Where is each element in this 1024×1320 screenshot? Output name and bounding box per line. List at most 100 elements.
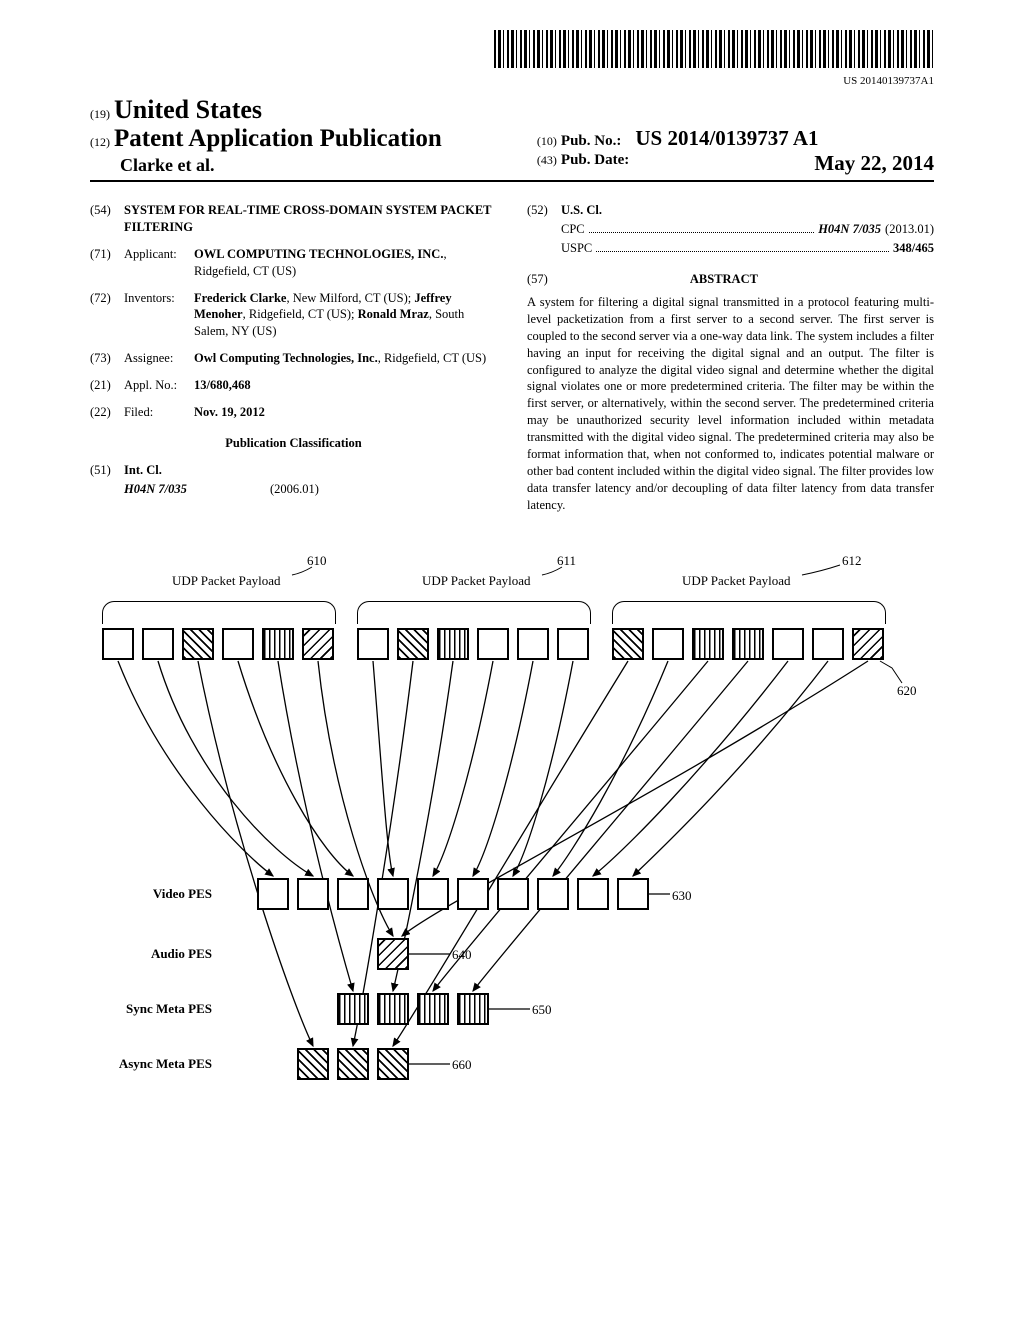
applicant-label: Applicant: xyxy=(124,246,194,280)
right-column: (52) U.S. Cl. CPC H04N 7/035 (2013.01) U… xyxy=(527,202,934,513)
inventor-3: Ronald Mraz xyxy=(358,307,429,321)
uspc-line: USPC 348/465 xyxy=(561,240,934,257)
code-10: (10) xyxy=(537,134,557,148)
field-num-54: (54) xyxy=(90,202,124,236)
assignee-value: Owl Computing Technologies, Inc., Ridgef… xyxy=(194,350,497,367)
field-num-72: (72) xyxy=(90,290,124,341)
sync-box xyxy=(377,993,409,1025)
udp-label-1: UDP Packet Payload xyxy=(172,573,281,589)
ref-640: 640 xyxy=(452,947,472,963)
uspc-code: 348/465 xyxy=(893,240,934,257)
inventors-label: Inventors: xyxy=(124,290,194,341)
field-num-22: (22) xyxy=(90,404,124,421)
intcl-code: H04N 7/035 xyxy=(124,482,187,496)
sync-pes-label: Sync Meta PES xyxy=(102,1001,212,1017)
top-box xyxy=(652,628,684,660)
async-box xyxy=(377,1048,409,1080)
top-box xyxy=(302,628,334,660)
top-box xyxy=(102,628,134,660)
cpc-date: (2013.01) xyxy=(885,221,934,238)
inventors-value: Frederick Clarke, New Milford, CT (US); … xyxy=(194,290,497,341)
bibliographic-columns: (54) SYSTEM FOR REAL-TIME CROSS-DOMAIN S… xyxy=(90,202,934,513)
applicant-value: OWL COMPUTING TECHNOLOGIES, INC., Ridgef… xyxy=(194,246,497,280)
authors: Clarke et al. xyxy=(90,155,529,176)
async-box xyxy=(297,1048,329,1080)
top-box xyxy=(812,628,844,660)
field-num-21: (21) xyxy=(90,377,124,394)
abstract-text: A system for filtering a digital signal … xyxy=(527,294,934,513)
video-box xyxy=(537,878,569,910)
filed-value: Nov. 19, 2012 xyxy=(194,404,497,421)
top-box xyxy=(222,628,254,660)
assignee-loc: , Ridgefield, CT (US) xyxy=(378,351,486,365)
field-num-73: (73) xyxy=(90,350,124,367)
video-box xyxy=(257,878,289,910)
audio-box xyxy=(377,938,409,970)
top-box xyxy=(692,628,724,660)
country: United States xyxy=(114,95,262,124)
uscl-label: U.S. Cl. xyxy=(561,202,934,219)
intcl-date: (2006.01) xyxy=(270,482,319,496)
top-box xyxy=(182,628,214,660)
header: (19) United States (12) Patent Applicati… xyxy=(90,95,934,182)
abstract-title: ABSTRACT xyxy=(551,271,897,288)
dotted-leader xyxy=(589,221,815,233)
ref-630: 630 xyxy=(672,888,692,904)
video-box xyxy=(297,878,329,910)
video-box xyxy=(377,878,409,910)
ref-650: 650 xyxy=(532,1002,552,1018)
top-box xyxy=(612,628,644,660)
inventor-1: Frederick Clarke xyxy=(194,291,286,305)
pubno-label: Pub. No.: xyxy=(561,133,621,149)
async-box xyxy=(337,1048,369,1080)
assignee-label: Assignee: xyxy=(124,350,194,367)
field-num-52: (52) xyxy=(527,202,561,219)
top-box xyxy=(732,628,764,660)
ref-612: 612 xyxy=(842,553,862,569)
top-box xyxy=(357,628,389,660)
top-box xyxy=(772,628,804,660)
field-num-57: (57) xyxy=(527,272,548,286)
video-box xyxy=(497,878,529,910)
pubno: US 2014/0139737 A1 xyxy=(635,126,818,150)
ref-610: 610 xyxy=(307,553,327,569)
assignee-name: Owl Computing Technologies, Inc. xyxy=(194,351,378,365)
video-pes-label: Video PES xyxy=(102,886,212,902)
publication-type: Patent Application Publication xyxy=(114,125,442,152)
barcode-graphic xyxy=(494,30,934,68)
barcode-block: US 20140139737A1 xyxy=(90,30,934,87)
code-43: (43) xyxy=(537,153,557,167)
video-box xyxy=(417,878,449,910)
pub-classification-title: Publication Classification xyxy=(90,435,497,452)
pubdate: May 22, 2014 xyxy=(814,151,934,176)
uspc-label: USPC xyxy=(561,240,592,257)
pubdate-label: Pub. Date: xyxy=(561,152,629,168)
figure: UDP Packet Payload UDP Packet Payload UD… xyxy=(102,553,922,1133)
field-num-71: (71) xyxy=(90,246,124,280)
invention-title: SYSTEM FOR REAL-TIME CROSS-DOMAIN SYSTEM… xyxy=(124,202,497,236)
top-box xyxy=(517,628,549,660)
video-box xyxy=(577,878,609,910)
code-19: (19) xyxy=(90,107,110,121)
cpc-code: H04N 7/035 xyxy=(818,221,881,238)
barcode-text: US 20140139737A1 xyxy=(90,75,934,87)
applicant-name: OWL COMPUTING TECHNOLOGIES, INC. xyxy=(194,247,443,261)
applno-label: Appl. No.: xyxy=(124,377,194,394)
sync-box xyxy=(337,993,369,1025)
filed-label: Filed: xyxy=(124,404,194,421)
cpc-label: CPC xyxy=(561,221,585,238)
ref-660: 660 xyxy=(452,1057,472,1073)
udp-label-3: UDP Packet Payload xyxy=(682,573,791,589)
async-pes-label: Async Meta PES xyxy=(102,1056,212,1072)
intcl-value: H04N 7/035 (2006.01) xyxy=(124,481,497,498)
top-box xyxy=(852,628,884,660)
top-box xyxy=(262,628,294,660)
top-box xyxy=(397,628,429,660)
udp-label-2: UDP Packet Payload xyxy=(422,573,531,589)
cpc-line: CPC H04N 7/035 (2013.01) xyxy=(561,221,934,238)
dotted-leader xyxy=(596,240,889,252)
applno-value: 13/680,468 xyxy=(194,377,497,394)
bracket-1 xyxy=(102,601,336,624)
video-box xyxy=(337,878,369,910)
left-column: (54) SYSTEM FOR REAL-TIME CROSS-DOMAIN S… xyxy=(90,202,497,513)
